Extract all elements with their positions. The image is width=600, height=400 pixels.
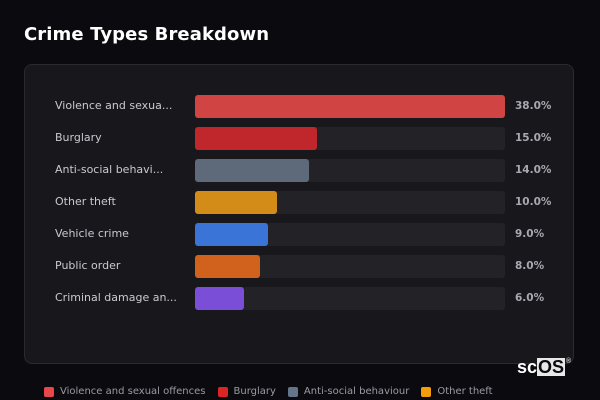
chart-title: Crime Types Breakdown (24, 24, 270, 45)
category-label: Anti-social behavi... (55, 163, 164, 176)
bar[interactable] (195, 287, 244, 310)
scos-logo: sc OS ® (517, 358, 571, 376)
legend-label: Anti-social behaviour (303, 386, 410, 397)
bar-track (195, 287, 505, 310)
legend-item[interactable]: Violence and sexual offences (44, 386, 206, 397)
bar[interactable] (195, 255, 261, 278)
legend-swatch-icon (44, 386, 54, 397)
bar[interactable] (195, 191, 277, 214)
bar-track (195, 191, 505, 214)
bar-row: Other theft 10.0% (25, 191, 573, 215)
category-label: Other theft (55, 195, 116, 208)
legend-swatch-icon (217, 386, 228, 397)
legend-label: Burglary (233, 386, 276, 397)
legend-item[interactable]: Other theft (421, 386, 493, 397)
category-label: Public order (55, 259, 121, 272)
category-label: Burglary (55, 131, 102, 144)
legend-item[interactable]: Anti-social behaviour (287, 386, 410, 397)
bar-row: Public order 8.0% (25, 255, 573, 279)
value-label: 14.0% (515, 164, 552, 176)
legend-item[interactable]: Burglary (217, 386, 276, 397)
value-label: 38.0% (515, 100, 552, 112)
value-label: 10.0% (515, 196, 552, 208)
bar-track (195, 255, 505, 278)
bar-row: Vehicle crime 9.0% (25, 223, 573, 247)
bar-track (195, 223, 505, 246)
bar[interactable] (195, 127, 318, 150)
value-label: 8.0% (515, 260, 545, 272)
bar-row: Burglary 15.0% (25, 127, 573, 151)
bar-track (195, 95, 505, 118)
bar[interactable] (195, 223, 269, 246)
bar-track (195, 159, 505, 182)
registered-mark: ® (566, 358, 572, 365)
value-label: 9.0% (515, 228, 545, 240)
bar-row: Anti-social behavi... 14.0% (25, 159, 573, 183)
logo-right: OS (537, 357, 566, 377)
bar[interactable] (195, 159, 310, 182)
logo-left: sc (517, 357, 538, 377)
bar-track (195, 127, 505, 150)
category-label: Vehicle crime (55, 227, 129, 240)
value-label: 15.0% (515, 132, 552, 144)
legend-label: Violence and sexual offences (60, 386, 206, 397)
legend-swatch-icon (287, 386, 298, 397)
bar-row: Criminal damage an... 6.0% (25, 287, 573, 311)
bar[interactable] (195, 95, 505, 118)
legend: Violence and sexual offences Burglary Anti… (44, 386, 505, 397)
bar-row: Violence and sexua... 38.0% (25, 95, 573, 119)
category-label: Violence and sexua... (55, 99, 173, 112)
legend-label: Other theft (437, 386, 493, 397)
value-label: 6.0% (515, 292, 545, 304)
category-label: Criminal damage an... (55, 291, 177, 304)
legend-swatch-icon (421, 386, 432, 397)
chart-card: Violence and sexua... 38.0% Burglary 15.0% A… (24, 64, 574, 364)
